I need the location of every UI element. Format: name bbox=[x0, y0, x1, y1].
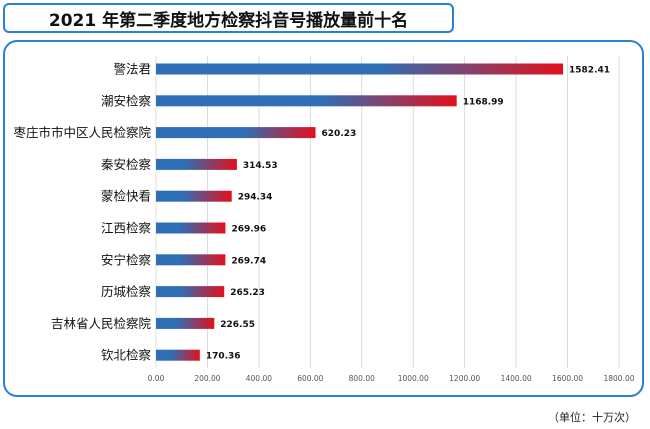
category-label: 警法君 bbox=[113, 62, 151, 77]
bar bbox=[156, 63, 564, 75]
value-label: 1168.99 bbox=[463, 97, 504, 107]
unit-note: （单位：十万次） bbox=[548, 411, 636, 424]
x-tick-label: 200.00 bbox=[194, 374, 220, 383]
value-label: 269.96 bbox=[231, 225, 266, 235]
category-label: 历城检察 bbox=[101, 284, 152, 299]
x-tick-label: 1400.00 bbox=[501, 374, 532, 383]
x-tick-label: 600.00 bbox=[297, 374, 323, 383]
bar bbox=[156, 127, 316, 139]
labels: 0.00 200.00 400.00 600.00 800.00 1000.00 1200.… bbox=[13, 62, 634, 384]
value-label: 265.23 bbox=[230, 288, 265, 298]
category-label: 江西检察 bbox=[101, 221, 152, 236]
x-tick-label: 1000.00 bbox=[398, 374, 429, 383]
category-label: 秦安检察 bbox=[101, 157, 152, 172]
x-tick-label: 1200.00 bbox=[449, 374, 480, 383]
category-label: 潮安检察 bbox=[101, 93, 152, 108]
bar bbox=[156, 95, 457, 107]
category-label: 吉林省人民检察院 bbox=[51, 316, 152, 331]
x-tick-label: 800.00 bbox=[349, 374, 375, 383]
value-label: 226.55 bbox=[220, 320, 255, 330]
x-tick-label: 1800.00 bbox=[603, 374, 634, 383]
value-label: 620.23 bbox=[322, 129, 357, 139]
bar bbox=[156, 254, 226, 266]
x-tick-label: 0.00 bbox=[148, 374, 165, 383]
value-label: 1582.41 bbox=[569, 66, 610, 76]
x-tick-label: 1600.00 bbox=[552, 374, 583, 383]
grid-lines bbox=[155, 56, 620, 368]
bar bbox=[156, 222, 226, 234]
bars bbox=[156, 63, 564, 361]
bar bbox=[156, 286, 225, 298]
category-label: 安宁检察 bbox=[101, 252, 152, 267]
value-label: 294.34 bbox=[238, 193, 273, 203]
bar bbox=[156, 349, 200, 361]
category-label: 枣庄市市中区人民检察院 bbox=[13, 125, 151, 140]
category-label: 钦北检察 bbox=[101, 348, 152, 363]
bar bbox=[156, 317, 215, 329]
category-label: 蒙检快看 bbox=[101, 189, 151, 204]
chart-title-box: 2021 年第二季度地方检察抖音号播放量前十名 bbox=[3, 3, 454, 33]
bar bbox=[156, 158, 237, 170]
value-label: 314.53 bbox=[243, 161, 278, 171]
value-label: 269.74 bbox=[231, 256, 266, 266]
value-label: 170.36 bbox=[206, 352, 241, 362]
chart-title: 2021 年第二季度地方检察抖音号播放量前十名 bbox=[48, 10, 409, 31]
x-tick-label: 400.00 bbox=[246, 374, 272, 383]
bar bbox=[156, 190, 232, 202]
